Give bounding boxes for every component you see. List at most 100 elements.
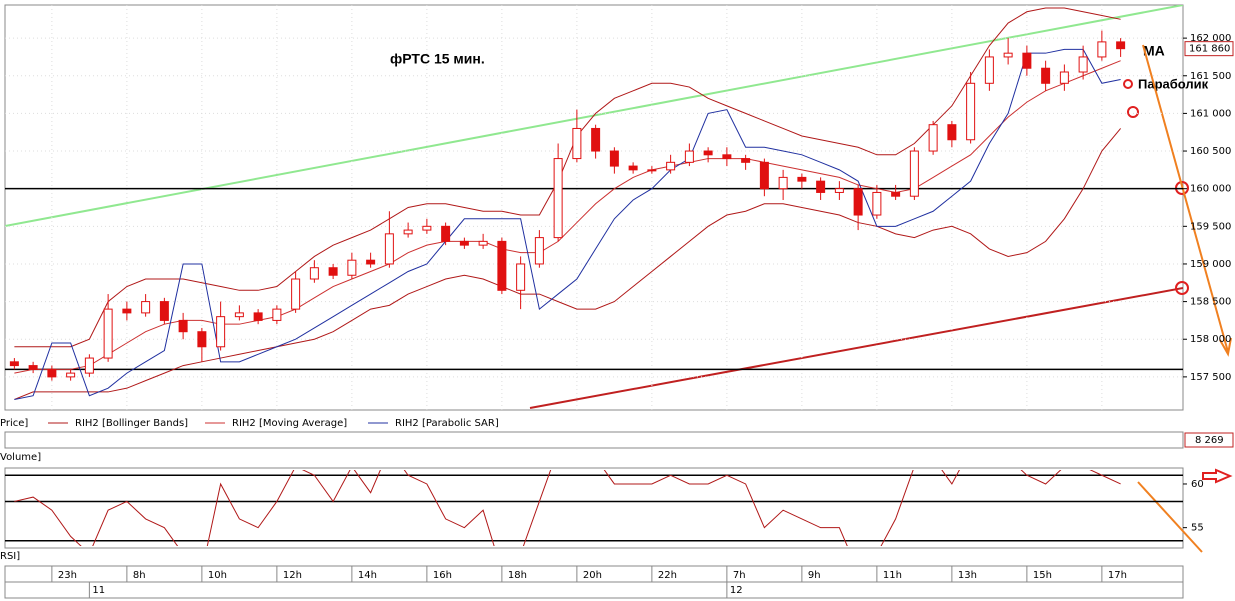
candle-body — [291, 278, 301, 310]
candle-body — [741, 158, 751, 163]
candle-body — [628, 165, 638, 171]
y-tick-label: 162 000 — [1190, 33, 1231, 44]
candle-body — [347, 259, 357, 276]
candle-body — [159, 301, 169, 321]
arrow — [1137, 481, 1203, 553]
candle-body — [891, 191, 901, 197]
candle-body — [703, 150, 713, 156]
candle-body — [1059, 71, 1069, 84]
y-tick-label: 60 — [1191, 479, 1204, 490]
candle-body — [534, 237, 544, 265]
rsi-label: RSI] — [0, 551, 20, 562]
last-price-label: 161 860 — [1189, 44, 1230, 55]
candle-body — [591, 127, 601, 152]
candle-body — [1078, 56, 1088, 73]
day-label: 11 — [92, 585, 105, 596]
x-tick-label: 10h — [208, 570, 227, 581]
candle-body — [459, 240, 469, 246]
candle-body — [422, 225, 432, 231]
arrow-left — [1202, 468, 1233, 484]
y-tick-label: 160 500 — [1190, 146, 1231, 157]
candle-body — [1003, 52, 1013, 58]
rsi-plot — [5, 470, 1183, 546]
legend-item: RIH2 [Bollinger Bands] — [75, 418, 188, 429]
candle-body — [309, 267, 319, 280]
x-tick-label: 18h — [508, 570, 527, 581]
candle-body — [759, 161, 769, 190]
candle-body — [1022, 52, 1032, 69]
legend-item: RIH2 [Moving Average] — [232, 418, 347, 429]
legend-item: Price] — [0, 418, 28, 429]
x-tick-label: 7h — [733, 570, 746, 581]
candle-body — [384, 233, 394, 265]
candle-body — [328, 267, 338, 276]
last-volume-label: 8 269 — [1195, 435, 1224, 446]
annotation: фРТС 15 мин. — [390, 51, 485, 67]
candle-body — [216, 316, 226, 348]
day-label: 12 — [730, 585, 743, 596]
candle-body — [797, 176, 807, 182]
moving-average — [14, 60, 1121, 374]
x-tick-label: 12h — [283, 570, 302, 581]
y-tick-label: 157 500 — [1190, 372, 1231, 383]
candle-body — [141, 301, 151, 314]
candle-body — [84, 357, 94, 374]
marker-circle — [1127, 106, 1139, 118]
candle-body — [666, 161, 676, 171]
bollinger-lower — [14, 128, 1122, 400]
y-tick-label: 55 — [1191, 523, 1204, 534]
last-price-box — [1184, 41, 1234, 57]
y-tick-label: 161 000 — [1190, 108, 1231, 119]
candle-body — [909, 150, 919, 197]
candle-body — [178, 319, 188, 333]
parabolic-sar — [14, 48, 1121, 400]
candle-body — [272, 308, 282, 321]
candle-body — [647, 169, 657, 172]
candle-body — [28, 365, 38, 370]
candle-body — [234, 312, 244, 318]
x-tick-label: 8h — [133, 570, 146, 581]
volume-label: Volume] — [0, 452, 41, 463]
price-plot — [5, 5, 1183, 410]
candle-body — [122, 308, 132, 314]
candle-body — [684, 150, 694, 163]
candle-body — [366, 259, 376, 265]
x-tick-label: 16h — [433, 570, 452, 581]
candle-body — [947, 124, 957, 141]
candle-body — [197, 331, 207, 348]
x-tick-label: 13h — [958, 570, 977, 581]
candle-body — [9, 361, 19, 367]
candle-body — [1116, 41, 1126, 50]
candle-body — [516, 263, 526, 291]
annotation: MA — [1143, 43, 1165, 59]
x-tick-label: 23h — [58, 570, 77, 581]
candle-body — [722, 154, 732, 160]
candle-body — [928, 124, 938, 152]
legend-item: RIH2 [Parabolic SAR] — [395, 418, 499, 429]
candle-body — [47, 368, 57, 378]
arrow-head — [1219, 337, 1232, 357]
x-tick-label: 15h — [1033, 570, 1052, 581]
x-tick-label: 22h — [658, 570, 677, 581]
candle-body — [609, 150, 619, 167]
candle-body — [253, 312, 263, 321]
candle-body — [441, 225, 451, 242]
x-tick-label: 9h — [808, 570, 821, 581]
candle-body — [403, 229, 413, 235]
rsi-line — [14, 470, 1121, 546]
y-tick-label: 158 000 — [1190, 334, 1231, 345]
y-tick-label: 158 500 — [1190, 297, 1231, 308]
x-tick-label: 20h — [583, 570, 602, 581]
candle-body — [103, 308, 113, 359]
candle-body — [984, 56, 994, 84]
candle-body — [478, 240, 488, 246]
candle-body — [853, 188, 863, 216]
y-tick-label: 159 500 — [1190, 221, 1231, 232]
x-tick-label: 17h — [1108, 570, 1127, 581]
bollinger-upper — [14, 7, 1121, 348]
candle-body — [572, 127, 582, 160]
price-panel — [4, 4, 1184, 411]
candle-body — [497, 240, 507, 291]
y-tick-label: 159 000 — [1190, 259, 1231, 270]
candle-body — [553, 158, 563, 239]
